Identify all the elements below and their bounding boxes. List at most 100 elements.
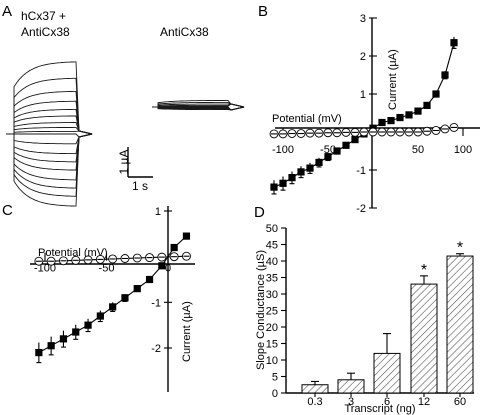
c-series-1-point-12 [182, 232, 191, 240]
c-series-1-point-3 [72, 328, 80, 336]
trace-1-sweep-1 [6, 61, 93, 135]
b-y-tick-label-3: 2 [360, 51, 366, 63]
b-series-1-point-18 [432, 90, 440, 98]
b-y-tick-label-2: 1 [360, 89, 366, 101]
c-series-1-point-11 [170, 243, 178, 252]
d-bar-3 [410, 283, 438, 394]
trace-1-sweep-6 [6, 115, 93, 135]
panel-a-letter: A [2, 3, 12, 20]
b-x-tick-label-0: -100 [272, 144, 294, 156]
b-series-1-point-9 [351, 136, 359, 144]
panel-c: C -100 -50 0 -2 -1 1 Potential (mV) Current (… [2, 202, 195, 392]
d-bar-1 [337, 379, 365, 394]
d-x-axis-label: Transcript (ng) [344, 403, 415, 415]
c-series-1-point-1 [47, 342, 55, 350]
d-y-tick-label-3: 15 [266, 339, 278, 351]
d-y-tick-label-6: 30 [266, 289, 278, 301]
trace-2-sweep-4 [152, 103, 245, 108]
trace-1-sweep-13 [6, 133, 93, 163]
d-y-tick-label-8: 40 [266, 256, 278, 268]
b-series-1-point-17 [423, 101, 431, 109]
b-x-axis-label: Potential (mV) [272, 113, 342, 125]
d-ticks: 0 5 10 15 20 25 30 35 40 45 50 0.3 3 6 12 60 [266, 223, 466, 408]
c-series-1-point-0 [35, 348, 43, 357]
trace-1-sweep-15 [6, 133, 93, 181]
d-y-tick-label-1: 5 [272, 372, 278, 384]
b-series-1-point-19 [441, 71, 449, 79]
d-y-axis-label: Slope Conductance (µS) [255, 250, 267, 370]
panel-a: A hCx37 + AntiCx38 AntiCx38 1 µA 1 s [2, 3, 245, 207]
trace-1-sweep-18 [6, 133, 93, 207]
b-x-tick-label-3: 100 [454, 144, 472, 156]
b-series-1-point-15 [405, 111, 413, 119]
d-bar-4 [446, 255, 474, 394]
b-series-1-point-14 [396, 113, 404, 122]
trace-1-sweep-16 [6, 133, 93, 189]
d-y-tick-label-9: 45 [266, 240, 278, 252]
d-y-tick-label-7: 35 [266, 273, 278, 285]
trace-2-sweep-2 [152, 101, 245, 108]
d-x-tick-label-0: 0.3 [307, 396, 322, 408]
b-series-1-point-20 [450, 39, 458, 47]
c-x-tick-label-2: 0 [165, 263, 171, 275]
b-series-1-point-13 [387, 117, 395, 125]
c-series-1-point-5 [96, 312, 104, 320]
trace-1-label-line-2: AntiCx38 [21, 25, 70, 39]
b-series-1-point-6 [324, 153, 332, 161]
trace-1-label-line-1: hCx37 + [21, 9, 66, 23]
d-bar-0 [301, 384, 329, 394]
b-series-1-point-3 [297, 168, 305, 176]
trace-2-sweep-6 [152, 106, 245, 111]
scale-bar: 1 µA 1 s [117, 147, 153, 193]
b-ticks: -100 -50 50 100 -2 -1 1 2 3 [272, 13, 472, 215]
c-series-1-point-6 [109, 303, 117, 311]
b-y-tick-label-1: -1 [356, 165, 366, 177]
c-series-1-point-2 [59, 335, 68, 343]
c-series-1-point-9 [145, 275, 154, 284]
c-y-tick-label-1: -1 [151, 297, 161, 309]
trace-1-sweep-14 [6, 133, 93, 171]
c-y-tick-label-2: 1 [155, 206, 161, 218]
d-bar-2 [373, 352, 401, 394]
b-y-axis-label: Current (µA) [387, 49, 399, 110]
trace-2-sweep-3 [152, 103, 245, 108]
b-series-1-point-8 [342, 141, 350, 149]
trace-2-sweep-9 [152, 106, 245, 111]
trace-1-sweep-2 [6, 77, 93, 135]
b-series-1-point-0 [270, 183, 278, 191]
trace-1-sweep-10 [6, 133, 93, 138]
trace-2-sweep-8 [152, 106, 245, 111]
b-x-tick-label-1: -50 [320, 144, 336, 156]
panel-b: B -100 -50 50 100 -2 -1 1 2 3 Potential (mV) Cur… [258, 3, 480, 215]
b-y-tick-label-0: -2 [356, 203, 366, 215]
c-series-1-point-7 [121, 294, 129, 302]
trace-1-sweep-8 [6, 126, 93, 135]
trace-1-sweep-4 [6, 100, 93, 135]
b-plot-area [269, 37, 459, 195]
c-series-1-point-4 [84, 321, 92, 329]
d-y-tick-label-10: 50 [266, 223, 278, 235]
trace-1-sweep-17 [6, 133, 93, 197]
trace-1-sweep-7 [6, 122, 93, 135]
scale-bar-current-label: 1 µA [117, 150, 131, 175]
b-series-1-point-16 [414, 107, 422, 115]
current-traces [6, 61, 245, 207]
d-x-tick-label-2: 6 [384, 396, 390, 408]
scale-bar-time-label: 1 s [132, 179, 148, 193]
trace-2-sweep-1 [152, 99, 245, 108]
d-y-tick-label-5: 25 [266, 306, 278, 318]
c-x-axis-label: Potential (mV) [38, 247, 108, 259]
c-ticks: -100 -50 0 -2 -1 1 [34, 206, 172, 355]
d-x-tick-label-3: 12 [418, 396, 430, 408]
d-plot-area: ** [301, 240, 474, 394]
c-series-1-point-8 [133, 285, 141, 293]
panel-b-letter: B [258, 3, 268, 20]
c-y-axis-label: Current (µA) [181, 301, 193, 362]
b-series-1-point-4 [306, 164, 314, 172]
d-y-tick-label-0: 0 [272, 388, 278, 400]
d-x-tick-label-1: 3 [348, 396, 354, 408]
b-series-1-point-7 [333, 147, 341, 155]
trace-1-sweep-5 [6, 108, 93, 135]
trace-1-sweep-9 [6, 130, 93, 135]
